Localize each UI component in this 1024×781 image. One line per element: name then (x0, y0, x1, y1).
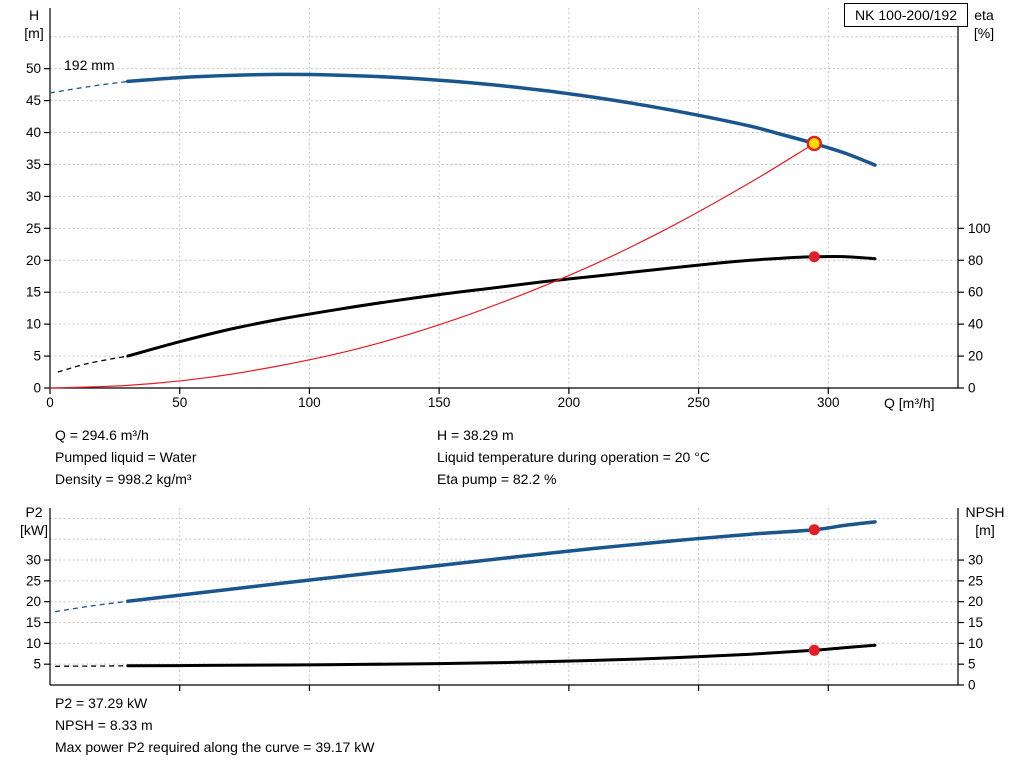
svg-text:5: 5 (33, 349, 41, 364)
npsh-axis-symbol: NPSH (965, 504, 1005, 520)
svg-text:20: 20 (26, 253, 41, 268)
npsh-curve (126, 643, 877, 668)
svg-text:300: 300 (817, 395, 840, 410)
info-pumped-liquid: Pumped liquid = Water (55, 449, 197, 465)
svg-text:30: 30 (968, 553, 983, 568)
info-eta-pump: Eta pump = 82.2 % (437, 471, 557, 487)
info-density: Density = 998.2 kg/m³ (55, 471, 192, 487)
svg-text:10: 10 (26, 317, 41, 332)
svg-text:0: 0 (46, 395, 54, 410)
axes (44, 508, 964, 691)
efficiency-point (808, 251, 820, 263)
eta-axis-unit: [%] (973, 25, 995, 41)
svg-text:45: 45 (26, 93, 41, 108)
svg-text:20: 20 (26, 594, 41, 609)
svg-text:0: 0 (968, 381, 976, 396)
svg-text:40: 40 (968, 317, 983, 332)
qh-chart: 0 50 100 150 200 250 300 0 5 10 15 20 25 30 35 40 45 50 0 2… (26, 8, 991, 410)
svg-text:5: 5 (33, 657, 41, 672)
pump-model-label: NK 100-200/192 (844, 3, 968, 27)
eta-axis-title: eta [%] (962, 6, 1006, 42)
info-max-power: Max power P2 required along the curve = … (55, 739, 375, 755)
tick-labels: 0 50 100 150 200 250 300 0 5 10 15 20 25 30 35 40 45 50 0 2… (26, 61, 991, 410)
svg-text:200: 200 (558, 395, 581, 410)
head-curve (126, 72, 877, 167)
duty-info-left: Q = 294.6 m³/h Pumped liquid = Water Den… (55, 424, 197, 490)
svg-text:25: 25 (26, 573, 41, 588)
npsh-curve-dashed-lead (55, 665, 128, 667)
svg-text:40: 40 (26, 125, 41, 140)
info-npsh: NPSH = 8.33 m (55, 717, 153, 733)
h-axis-unit: [m] (24, 25, 44, 41)
svg-text:150: 150 (428, 395, 451, 410)
svg-text:50: 50 (26, 61, 41, 76)
p2-curve (126, 520, 877, 604)
svg-text:100: 100 (298, 395, 321, 410)
svg-text:25: 25 (26, 221, 41, 236)
svg-text:25: 25 (968, 573, 983, 588)
svg-text:0: 0 (33, 381, 41, 396)
p2-axis-symbol: P2 (25, 504, 43, 520)
power-info: P2 = 37.29 kW NPSH = 8.33 m Max power P2… (55, 692, 374, 758)
tick-labels: 5 10 15 20 25 30 0 5 10 15 20 25 30 (26, 553, 983, 693)
head-curve-dashed-lead (49, 80, 128, 94)
efficiency-curve-dashed-lead (57, 355, 128, 373)
q-axis-title: Q [m³/h] (884, 395, 935, 411)
svg-text:30: 30 (26, 553, 41, 568)
h-axis-title: H [m] (16, 6, 52, 42)
h-axis-symbol: H (28, 7, 40, 23)
svg-text:15: 15 (26, 285, 41, 300)
svg-text:10: 10 (968, 636, 983, 651)
info-p2: P2 = 37.29 kW (55, 695, 148, 711)
svg-text:20: 20 (968, 594, 983, 609)
svg-text:15: 15 (26, 615, 41, 630)
p2-point (808, 524, 820, 536)
svg-text:5: 5 (968, 657, 976, 672)
npsh-axis-title: NPSH [m] (958, 503, 1012, 539)
svg-text:30: 30 (26, 189, 41, 204)
efficiency-curve (126, 254, 877, 358)
impeller-size-label: 192 mm (64, 57, 115, 73)
p2-curve-dashed-lead (55, 600, 128, 613)
svg-text:15: 15 (968, 615, 983, 630)
axes (44, 8, 964, 394)
info-temperature: Liquid temperature during operation = 20… (437, 449, 710, 465)
duty-info-right: H = 38.29 m Liquid temperature during op… (437, 424, 710, 490)
eta-axis-symbol: eta (974, 7, 994, 23)
p2-npsh-chart: 5 10 15 20 25 30 0 5 10 15 20 25 30 (26, 508, 983, 693)
p2-axis-unit: [kW] (20, 522, 48, 538)
svg-text:35: 35 (26, 157, 41, 172)
svg-text:250: 250 (687, 395, 710, 410)
svg-text:80: 80 (968, 253, 983, 268)
npsh-point (808, 644, 820, 656)
svg-text:20: 20 (968, 349, 983, 364)
svg-text:0: 0 (968, 678, 976, 693)
svg-text:60: 60 (968, 285, 983, 300)
gridlines (50, 8, 958, 388)
svg-text:10: 10 (26, 636, 41, 651)
info-flow: Q = 294.6 m³/h (55, 427, 149, 443)
gridlines (50, 508, 958, 685)
info-head: H = 38.29 m (437, 427, 514, 443)
p2-axis-title: P2 [kW] (12, 503, 56, 539)
npsh-axis-unit: [m] (975, 522, 995, 538)
duty-parabola (49, 142, 815, 389)
svg-text:100: 100 (968, 221, 991, 236)
svg-text:50: 50 (172, 395, 187, 410)
duty-point (806, 135, 822, 152)
